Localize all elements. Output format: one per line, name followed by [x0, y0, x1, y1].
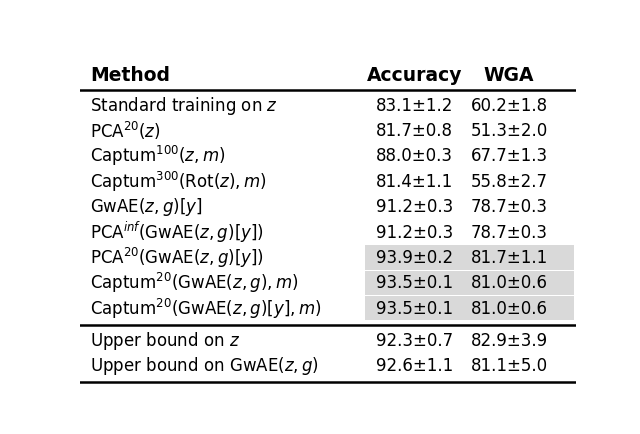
- Text: GwAE$(z, g)[y]$: GwAE$(z, g)[y]$: [90, 196, 202, 218]
- Text: 92.6±1.1: 92.6±1.1: [376, 357, 453, 375]
- Text: 93.5±0.1: 93.5±0.1: [376, 300, 453, 318]
- Text: 92.3±0.7: 92.3±0.7: [376, 332, 453, 350]
- Text: 81.4±1.1: 81.4±1.1: [376, 173, 453, 191]
- Text: Captum$^{20}$(GwAE$(z, g), m)$: Captum$^{20}$(GwAE$(z, g), m)$: [90, 271, 298, 296]
- Text: Method: Method: [90, 66, 170, 85]
- FancyBboxPatch shape: [365, 271, 573, 295]
- Text: Upper bound on GwAE$(z, g)$: Upper bound on GwAE$(z, g)$: [90, 355, 319, 377]
- Text: Captum$^{100}$$(z, m)$: Captum$^{100}$$(z, m)$: [90, 144, 225, 168]
- Text: Standard training on $z$: Standard training on $z$: [90, 95, 278, 117]
- Text: 67.7±1.3: 67.7±1.3: [470, 148, 548, 165]
- Text: Accuracy: Accuracy: [367, 66, 463, 85]
- Text: 81.1±5.0: 81.1±5.0: [470, 357, 548, 375]
- Text: Captum$^{20}$(GwAE$(z, g)[y], m)$: Captum$^{20}$(GwAE$(z, g)[y], m)$: [90, 297, 321, 321]
- Text: 83.1±1.2: 83.1±1.2: [376, 96, 454, 115]
- Text: Captum$^{300}$(Rot$(z), m)$: Captum$^{300}$(Rot$(z), m)$: [90, 170, 267, 194]
- Text: WGA: WGA: [484, 66, 534, 85]
- Text: 82.9±3.9: 82.9±3.9: [470, 332, 548, 350]
- FancyBboxPatch shape: [365, 296, 573, 320]
- Text: 55.8±2.7: 55.8±2.7: [470, 173, 548, 191]
- Text: PCA$^{20}$(GwAE$(z, g)[y])$: PCA$^{20}$(GwAE$(z, g)[y])$: [90, 246, 264, 270]
- Text: 88.0±0.3: 88.0±0.3: [376, 148, 453, 165]
- Text: 78.7±0.3: 78.7±0.3: [470, 198, 548, 216]
- Text: 51.3±2.0: 51.3±2.0: [470, 122, 548, 140]
- Text: 91.2±0.3: 91.2±0.3: [376, 224, 453, 242]
- Text: 60.2±1.8: 60.2±1.8: [470, 96, 548, 115]
- Text: 78.7±0.3: 78.7±0.3: [470, 224, 548, 242]
- Text: PCA$^{inf}$(GwAE$(z, g)[y])$: PCA$^{inf}$(GwAE$(z, g)[y])$: [90, 220, 264, 245]
- Text: PCA$^{20}$$(z)$: PCA$^{20}$$(z)$: [90, 120, 161, 142]
- FancyBboxPatch shape: [365, 245, 573, 270]
- Text: 81.0±0.6: 81.0±0.6: [470, 274, 548, 293]
- Text: 81.7±1.1: 81.7±1.1: [470, 249, 548, 267]
- Text: 93.5±0.1: 93.5±0.1: [376, 274, 453, 293]
- Text: Upper bound on $z$: Upper bound on $z$: [90, 330, 240, 352]
- Text: 81.0±0.6: 81.0±0.6: [470, 300, 548, 318]
- Text: 93.9±0.2: 93.9±0.2: [376, 249, 453, 267]
- Text: 81.7±0.8: 81.7±0.8: [376, 122, 453, 140]
- Text: 91.2±0.3: 91.2±0.3: [376, 198, 453, 216]
